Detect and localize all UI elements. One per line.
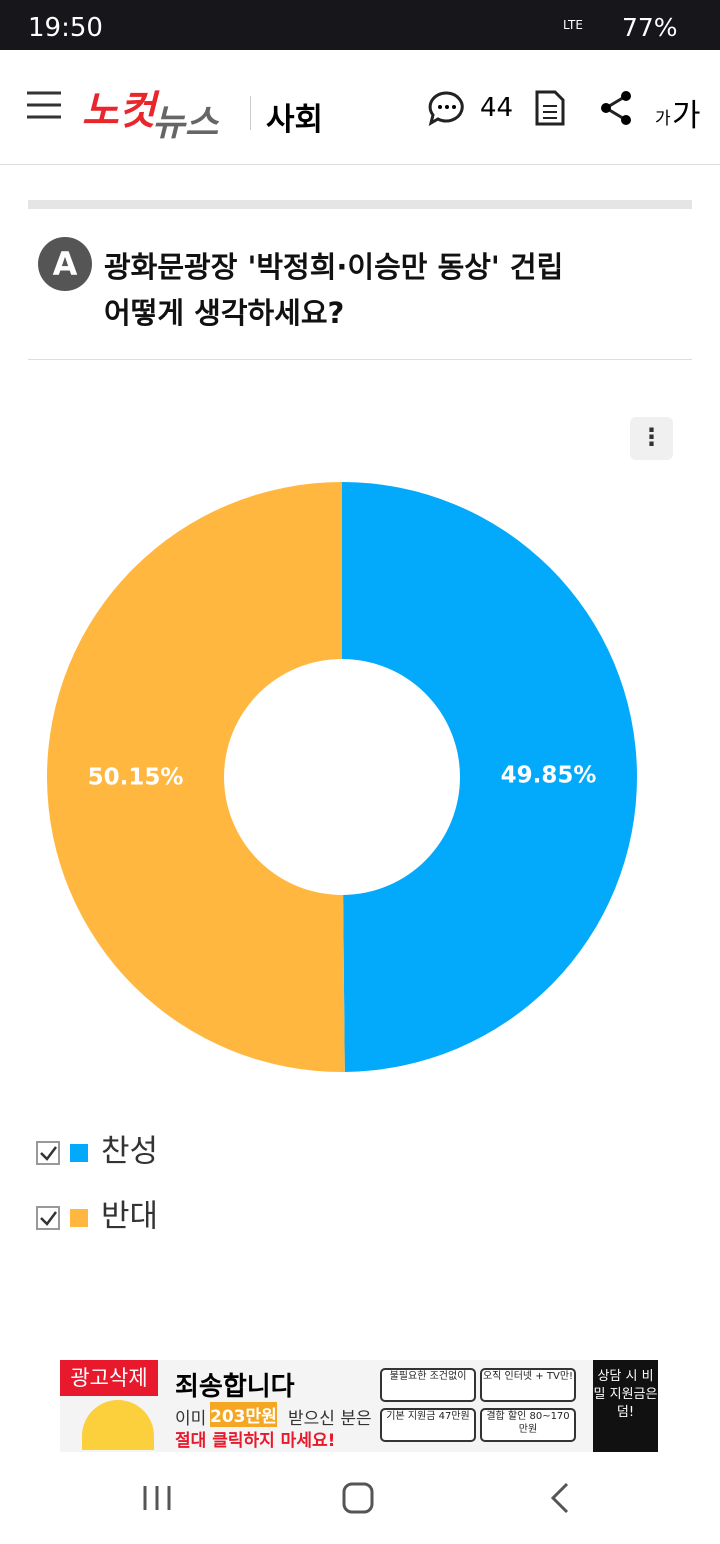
divider [250,96,251,130]
ad-remove[interactable]: 광고삭제 [60,1360,158,1396]
font-large[interactable]: 가 [672,98,701,134]
data-label: 50.15% [88,764,184,790]
legend-swatch [70,1209,88,1227]
ad-text: 받으신 분은 [288,1409,372,1429]
legend-check [40,1146,57,1161]
legend-label: 반대 [101,1199,158,1235]
comment-icon[interactable] [428,90,466,126]
back-button[interactable] [550,1482,569,1514]
status-bar: 19:50 LTE 77% [0,0,720,50]
wedge [46,482,345,1072]
question: 광화문광장 '박정희·이승만 동상' 건립 [104,250,564,284]
legend-checkbox[interactable] [36,1206,60,1230]
ad-box: 오직 인터넷 + TV만! [480,1368,576,1402]
battery: 77% [622,13,678,42]
logo-red[interactable]: 노컷 [82,88,156,134]
legend-swatch [70,1144,88,1162]
wedge [342,482,637,1072]
ad-title: 죄송합니다 [175,1372,295,1402]
question: 어떻게 생각하세요? [104,296,345,330]
menu-icon[interactable] [27,90,63,120]
legend-checkbox[interactable] [36,1141,60,1165]
divider [28,359,692,360]
doc-icon[interactable] [535,90,565,126]
badge: A [38,237,92,291]
ad-box: 결합 할인 80~170만원 [480,1408,576,1442]
ad-box: 기본 지원금 47만원 [380,1408,476,1442]
recent-button[interactable] [143,1486,171,1510]
network: LTE [563,18,583,32]
legend-check [40,1211,57,1226]
home-button[interactable] [342,1482,374,1514]
legend-label: 찬성 [101,1134,158,1170]
data-label: 49.85% [501,763,597,789]
ad-side: 상담 시 비밀 지원금은 덤! [593,1360,658,1452]
ad-banner[interactable]: 광고삭제 죄송합니다 이미 203만원 받으신 분은 절대 클릭하지 마세요! … [60,1360,658,1452]
comment-count[interactable]: 44 [480,93,514,123]
ad-emoji [82,1400,154,1450]
ad-amount: 203만원 [210,1402,277,1427]
ad-warning: 절대 클릭하지 마세요! [175,1431,336,1451]
ad-box: 불필요한 조건없이 [380,1368,476,1402]
logo-gray[interactable]: 뉴스 [152,103,219,144]
section[interactable]: 사회 [266,102,324,138]
chart-menu[interactable]: ⋮ [630,417,673,460]
ad-text: 이미 [175,1409,207,1429]
nav-bar [143,1482,569,1514]
share-icon[interactable] [598,90,634,126]
header: 노컷 뉴스 사회 44 가 가 [0,50,720,165]
separator [28,200,692,209]
font-small[interactable]: 가 [655,109,671,129]
time: 19:50 [28,13,103,43]
